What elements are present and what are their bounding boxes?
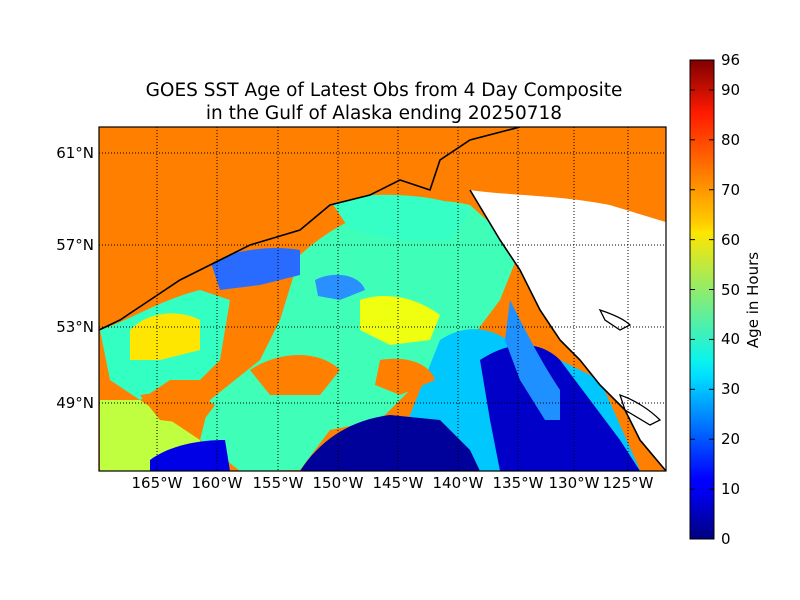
map-frame [98,126,667,472]
lon-label: 155°W [252,474,304,492]
land-british-columbia [470,190,666,471]
colorbar-tick-label: 50 [721,280,741,299]
colorbar-tick-label: 70 [721,180,741,199]
sst-swath-navy-south [300,415,480,471]
stale-patch-1 [250,355,340,395]
lat-label: 61°N [56,144,94,162]
colorbar-tick-label: 96 [721,51,741,69]
sst-swath-navy-southwest [150,440,230,471]
lon-label: 130°W [548,474,600,492]
sst-swath-north [330,194,470,240]
colorbar-tick-label: 10 [721,480,741,499]
lon-label: 125°W [602,474,654,492]
map-title-line1: GOES SST Age of Latest Obs from 4 Day Co… [145,80,623,101]
colorbar-gradient [689,59,715,540]
lat-label: 57°N [56,236,94,254]
graticule [99,127,666,471]
lon-label: 150°W [312,474,364,492]
stale-patch-3 [140,393,215,425]
island-vancouver [598,308,632,331]
colorbar-tick-label: 80 [721,130,741,149]
lon-label: 145°W [372,474,424,492]
sst-age-field [99,127,666,471]
colorbar-ticks [690,59,714,540]
colorbar-tick-label: 30 [721,380,741,399]
colorbar-tick-label: 60 [721,230,741,249]
coastline-alaska [99,127,521,331]
sst-swath-yellow-central [360,295,440,345]
sst-swath-blue-strip [505,300,560,420]
sst-swath-yellow-west [130,313,200,360]
colorbar-tick-label: 90 [721,80,741,99]
stale-patch-2 [375,358,435,395]
colorbar-tick-label: 0 [721,530,731,548]
colorbar-title: Age in Hours [744,251,762,349]
lon-label: 160°W [191,474,243,492]
colorbar-tick-label: 40 [721,330,741,349]
lon-label: 165°W [131,474,183,492]
lon-label: 140°W [432,474,484,492]
colorbar-tick-label: 20 [721,430,741,449]
lat-label: 53°N [56,318,94,336]
lat-label: 49°N [56,394,94,412]
stale-interior-strip [580,190,666,222]
northern-orange [99,127,530,330]
lon-label: 135°W [492,474,544,492]
fresh-patch-1 [315,274,365,300]
coastline-bc [469,189,666,471]
map-title-line2: in the Gulf of Alaska ending 20250718 [205,103,563,124]
sst-swath-blue-shelf [210,248,300,290]
